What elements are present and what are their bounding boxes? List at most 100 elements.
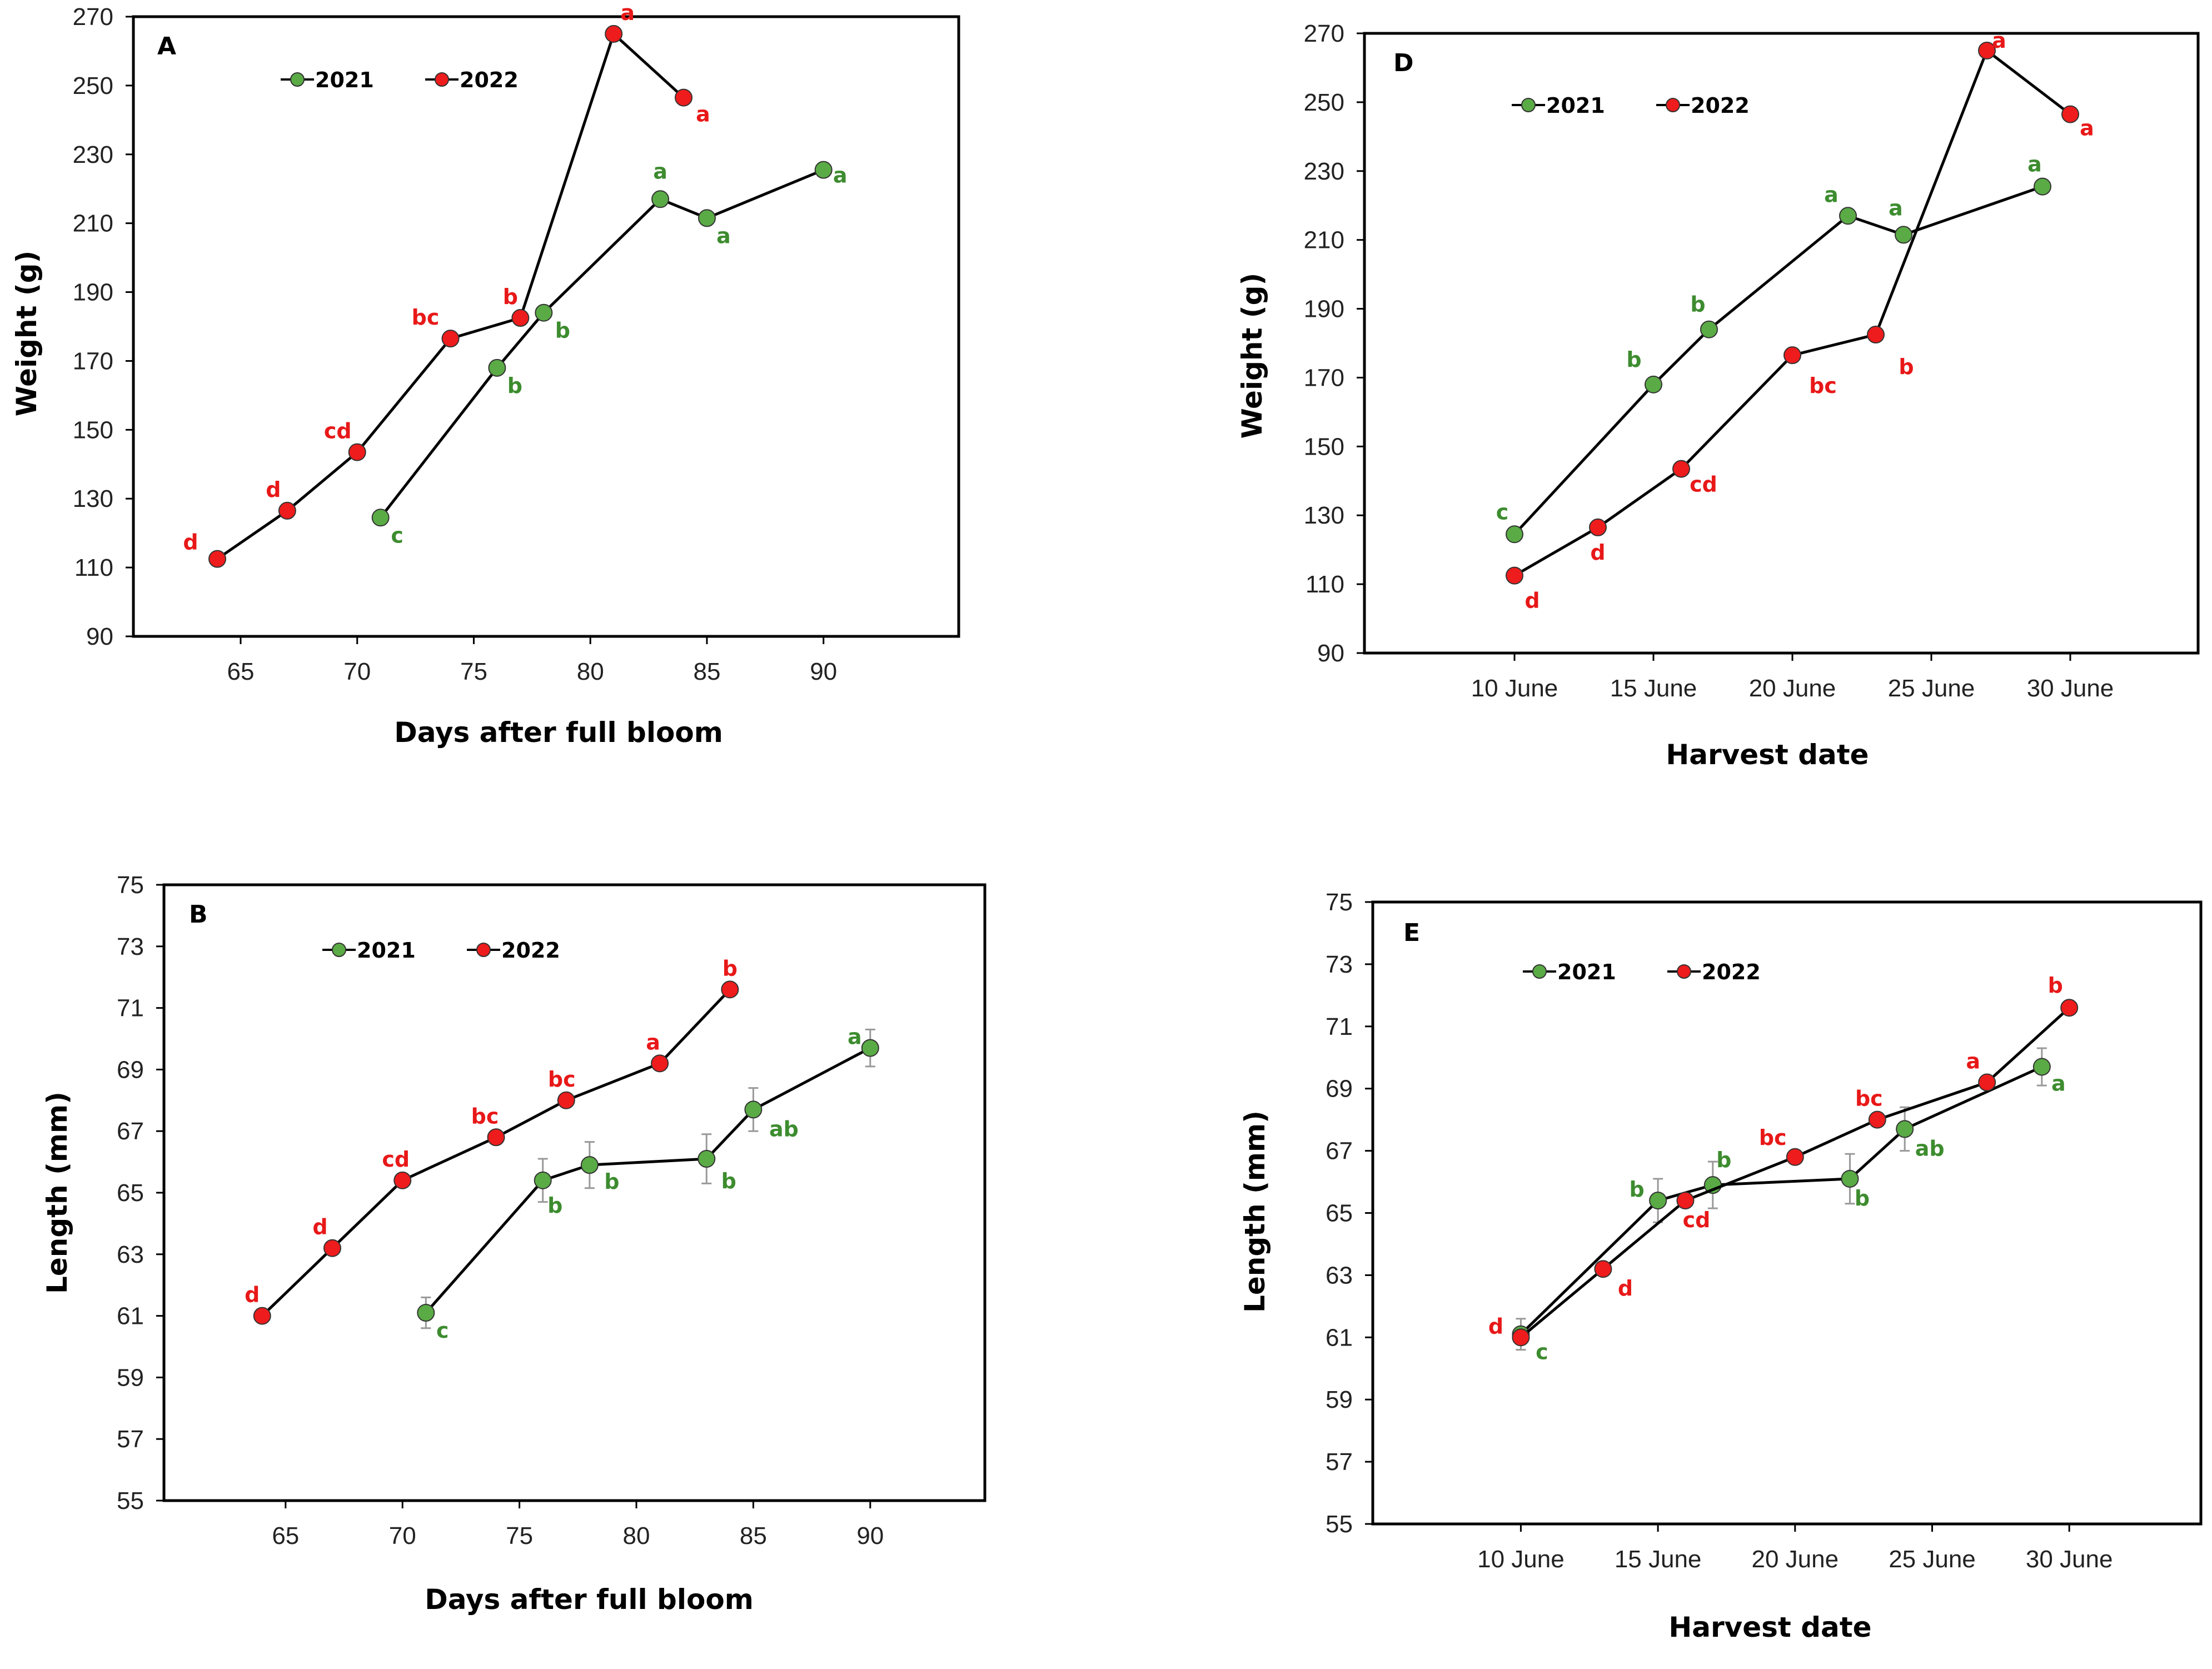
significance-letter: cd (1690, 472, 1717, 497)
significance-letter: bc (412, 305, 440, 330)
data-point-2022 (675, 88, 693, 107)
data-point-2021 (2032, 1058, 2051, 1076)
data-point-2022 (487, 1128, 505, 1147)
significance-letter: b (1855, 1186, 1870, 1210)
x-axis-title: Days after full bloom (394, 716, 723, 749)
significance-letter: ab (1915, 1136, 1945, 1160)
panel-label: B (189, 900, 208, 929)
data-point-2021 (698, 209, 716, 227)
data-point-2022 (323, 1239, 341, 1257)
x-tick-label: 85 (693, 658, 720, 685)
data-point-2021 (1896, 1120, 1914, 1138)
x-tick-label: 70 (389, 1522, 416, 1550)
y-axis-title: Length (mm) (1239, 1110, 1271, 1313)
legend-label-2022: 2022 (460, 68, 519, 92)
series-line-2021 (1513, 185, 2043, 535)
x-tick-label: 75 (460, 658, 487, 685)
data-point-2022 (1867, 326, 1885, 344)
data-point-2021 (2034, 177, 2051, 196)
y-tick-label: 210 (1304, 227, 1344, 254)
significance-letter: bc (1855, 1087, 1883, 1111)
plot-frame (1363, 32, 2200, 655)
data-point-2021 (1506, 525, 1523, 544)
legend-label-2021: 2021 (357, 938, 416, 963)
significance-letter: bc (548, 1067, 576, 1092)
significance-letter: bc (1809, 373, 1837, 398)
legend-marker-2021 (332, 943, 346, 957)
significance-letter: a (696, 102, 710, 127)
y-tick-label: 63 (117, 1241, 144, 1268)
legend-label-2022: 2022 (501, 938, 560, 963)
x-tick-label: 10 June (1477, 1546, 1565, 1573)
y-tick-label: 130 (1304, 502, 1344, 529)
significance-letter: b (723, 956, 738, 980)
significance-letter: b (1716, 1148, 1731, 1172)
significance-letter: b (1626, 347, 1641, 372)
y-tick-label: 250 (73, 72, 113, 99)
significance-letter: b (604, 1169, 619, 1194)
y-tick-label: 230 (1304, 158, 1344, 185)
data-point-2021 (651, 190, 670, 208)
panel-label: E (1403, 919, 1420, 947)
x-axis-title: Harvest date (1668, 1611, 1871, 1643)
y-tick-label: 63 (1326, 1262, 1353, 1289)
data-point-2022 (441, 330, 460, 348)
y-tick-label: 69 (1326, 1075, 1353, 1103)
significance-letter: d (245, 1283, 260, 1307)
data-point-2022 (1506, 566, 1523, 585)
x-tick-label: 65 (272, 1522, 299, 1550)
x-tick-label: 15 June (1615, 1546, 1702, 1573)
x-tick-label: 20 June (1749, 675, 1836, 702)
significance-letter: ab (769, 1117, 799, 1141)
data-point-2022 (1978, 41, 1996, 59)
series-line-2022 (216, 32, 685, 560)
x-axis-title: Days after full bloom (425, 1583, 754, 1616)
data-point-2021 (417, 1304, 435, 1322)
significance-letter: d (1590, 540, 1605, 565)
y-tick-label: 150 (73, 416, 113, 444)
plot-frame (1371, 900, 2203, 1526)
x-tick-label: 15 June (1610, 675, 1697, 702)
data-point-2021 (1841, 1169, 1859, 1188)
significance-letter: b (1630, 1177, 1645, 1202)
y-tick-label: 65 (117, 1179, 144, 1207)
x-tick-label: 10 June (1471, 675, 1558, 702)
data-point-2021 (534, 1171, 552, 1189)
y-tick-label: 210 (73, 210, 113, 237)
y-tick-label: 67 (1326, 1138, 1353, 1165)
significance-letter: d (1618, 1276, 1633, 1301)
significance-letter: d (1488, 1314, 1503, 1338)
data-point-2021 (535, 303, 553, 322)
y-tick-label: 170 (1304, 364, 1344, 391)
significance-letter: b (503, 285, 518, 309)
y-tick-label: 57 (117, 1426, 144, 1453)
x-tick-label: 25 June (1888, 675, 1975, 702)
y-tick-label: 59 (1326, 1386, 1353, 1413)
significance-letter: b (721, 1169, 736, 1193)
y-axis-title: Weight (g) (11, 251, 43, 417)
y-tick-label: 250 (1304, 89, 1344, 116)
significance-letter: a (1966, 1049, 1980, 1074)
significance-letter: a (1992, 28, 2006, 53)
data-point-2022 (393, 1171, 412, 1189)
data-point-2021 (744, 1100, 763, 1119)
x-tick-label: 80 (577, 658, 604, 685)
series-line-2022 (1513, 49, 2071, 577)
significance-letter: a (653, 159, 667, 183)
legend-marker-2021 (1521, 98, 1536, 112)
y-tick-label: 75 (1326, 889, 1353, 916)
legend-label-2021: 2021 (1557, 960, 1616, 984)
significance-letter: b (507, 373, 522, 398)
y-axis-title: Length (mm) (41, 1092, 73, 1294)
significance-letter: cd (324, 419, 352, 444)
legend-marker-2021 (1532, 964, 1547, 979)
data-point-2022 (2061, 105, 2079, 123)
significance-letter: a (2027, 152, 2042, 177)
significance-letter: bc (1759, 1125, 1787, 1150)
data-point-2022 (253, 1307, 271, 1325)
significance-letter: b (547, 1193, 562, 1218)
series-line-2021 (1519, 1065, 2042, 1336)
legend-label-2022: 2022 (1702, 960, 1761, 984)
data-point-2022 (278, 501, 296, 520)
